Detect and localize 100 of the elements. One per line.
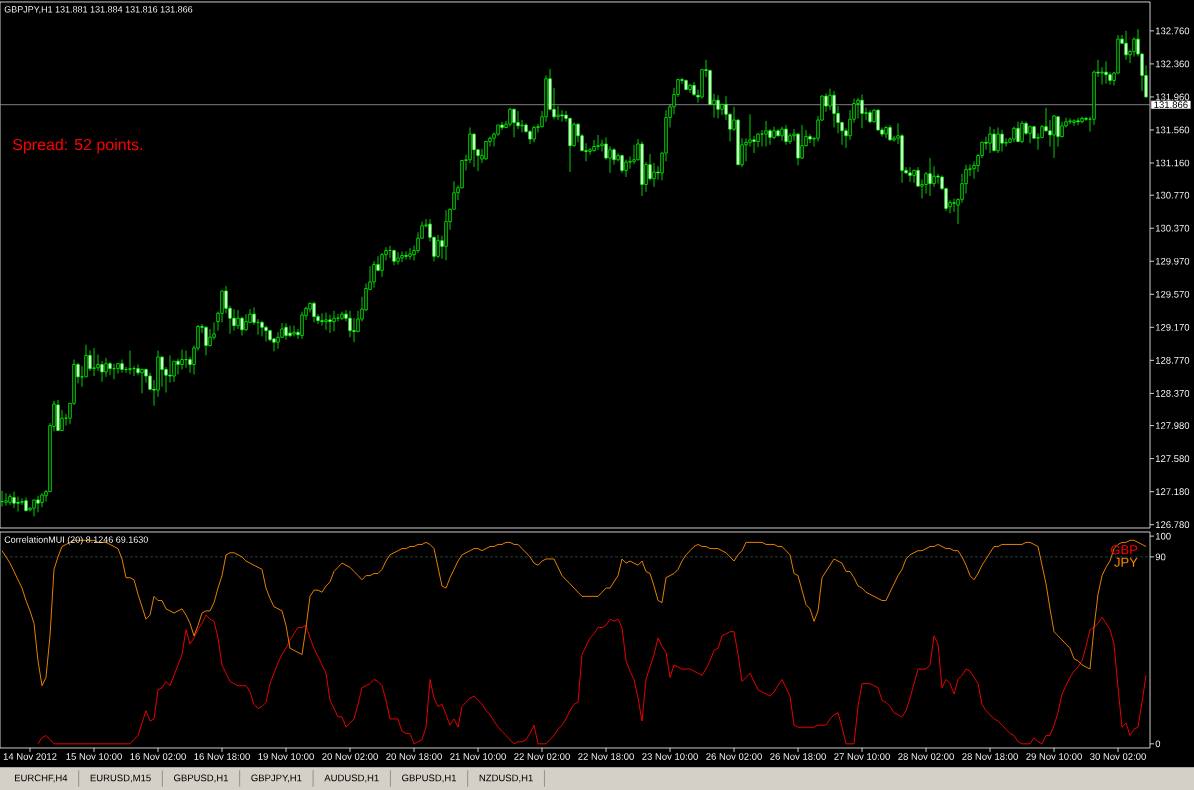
- candlestick: [236, 309, 240, 330]
- candlestick: [512, 108, 516, 138]
- candlestick: [284, 322, 288, 341]
- x-tick-label: 27 Nov 10:00: [834, 753, 890, 760]
- x-tick-label: 20 Nov 18:00: [386, 753, 442, 760]
- candlestick: [596, 134, 600, 151]
- candlestick: [40, 492, 44, 508]
- candlestick: [16, 496, 20, 512]
- candlestick: [472, 132, 476, 168]
- y-tick-label: 0: [1155, 740, 1161, 748]
- x-tick-label: 29 Nov 10:00: [1026, 753, 1082, 760]
- text: AUDUSD,H1: [324, 774, 379, 783]
- candlestick: [860, 94, 864, 129]
- candlestick: [624, 159, 628, 178]
- candlestick: [204, 326, 208, 356]
- y-tick-label: 129.970: [1155, 257, 1190, 265]
- candlestick: [332, 310, 336, 332]
- candlestick: [400, 250, 404, 263]
- x-tick-label: 19 Nov 10:00: [258, 753, 314, 760]
- candlestick: [32, 499, 36, 517]
- candlestick: [780, 126, 784, 142]
- x-tick-label: 26 Nov 02:00: [706, 753, 762, 760]
- text: GBPJPY,H1: [251, 774, 302, 783]
- y-tick-label: 129.570: [1155, 290, 1190, 298]
- y-tick-label: 132.760: [1155, 27, 1190, 35]
- candlestick: [12, 491, 16, 509]
- x-tick-label: 15 Nov 10:00: [66, 753, 122, 760]
- candlestick: [720, 103, 724, 116]
- candlestick: [264, 325, 268, 342]
- y-tick-label: 127.580: [1155, 455, 1190, 462]
- x-tick-label: 16 Nov 02:00: [130, 753, 186, 760]
- x-tick-label: 30 Nov 02:00: [1090, 753, 1146, 760]
- candlestick: [936, 173, 940, 185]
- candlestick: [760, 129, 764, 147]
- candlestick: [1004, 137, 1008, 147]
- x-tick-label: 28 Nov 18:00: [962, 753, 1018, 760]
- y-tick-label: 131.160: [1155, 159, 1190, 167]
- candlestick: [108, 361, 112, 376]
- candlestick: [232, 308, 236, 332]
- candlestick: [396, 251, 400, 265]
- y-tick-label: 128.770: [1155, 356, 1190, 364]
- text: GBPUSD,H1: [402, 774, 457, 783]
- text: EURUSD,M15: [90, 774, 151, 783]
- candlestick: [764, 120, 768, 147]
- y-tick-label: 132.360: [1155, 60, 1190, 68]
- y-tick-label: 131.960: [1155, 93, 1190, 101]
- candlestick: [784, 124, 788, 146]
- candlestick: [140, 368, 144, 394]
- candlestick: [120, 359, 124, 374]
- y-tick-label: 129.170: [1155, 323, 1190, 331]
- y-tick-label: 100: [1155, 532, 1171, 540]
- candlestick: [500, 121, 504, 131]
- candlestick: [436, 234, 440, 259]
- candlestick: [932, 165, 936, 188]
- candlestick: [4, 492, 8, 507]
- candlestick: [324, 312, 328, 331]
- y-tick-label: 130.770: [1155, 191, 1190, 199]
- candlestick: [996, 127, 1000, 154]
- candlestick: [1076, 117, 1080, 126]
- candlestick: [752, 135, 756, 154]
- x-tick-label: 20 Nov 02:00: [322, 753, 378, 760]
- ref-line-label: 131.866: [1154, 101, 1188, 109]
- candlestick: [288, 325, 292, 338]
- candlestick: [608, 146, 612, 174]
- annotation: Spread: 52 points.: [12, 138, 143, 154]
- candlestick: [988, 126, 992, 154]
- candlestick: [176, 358, 180, 375]
- candlestick: [856, 97, 860, 119]
- x-tick-label: 22 Nov 18:00: [578, 753, 634, 760]
- candlestick: [292, 325, 296, 337]
- text: NZDUSD,H1: [479, 774, 533, 783]
- candlestick: [136, 364, 140, 376]
- y-tick-label: 127.180: [1155, 488, 1190, 496]
- candlestick: [800, 124, 804, 160]
- y-tick-label: 90: [1155, 553, 1166, 561]
- text: GBPUSD,H1: [174, 774, 228, 783]
- candlestick: [908, 166, 912, 183]
- x-tick-label: 16 Nov 18:00: [194, 753, 250, 760]
- text: EURCHF,H4: [14, 774, 68, 783]
- candlestick: [520, 119, 524, 133]
- candlestick: [928, 157, 932, 197]
- x-tick-label: 22 Nov 02:00: [514, 753, 570, 760]
- candlestick: [808, 133, 812, 144]
- candlestick: [300, 311, 304, 340]
- candlestick: [104, 357, 108, 378]
- candlestick: [320, 312, 324, 327]
- x-tick-label: 26 Nov 18:00: [770, 753, 826, 760]
- candlestick: [716, 94, 720, 119]
- candlestick: [260, 320, 264, 337]
- x-tick-label: 23 Nov 10:00: [642, 753, 698, 760]
- y-tick-label: 130.370: [1155, 224, 1190, 232]
- candlestick: [560, 109, 564, 123]
- candlestick: [1104, 61, 1108, 85]
- candlestick: [688, 83, 692, 94]
- candlestick: [180, 349, 184, 370]
- x-tick-label: 21 Nov 10:00: [450, 753, 506, 760]
- candlestick: [328, 314, 332, 334]
- y-tick-label: 131.560: [1155, 126, 1190, 134]
- x-tick-label: 14 Nov 2012: [3, 753, 57, 760]
- candlestick: [408, 247, 412, 261]
